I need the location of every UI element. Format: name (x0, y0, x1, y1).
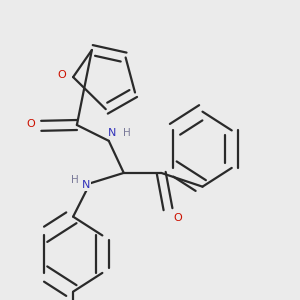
Text: N: N (108, 128, 117, 138)
Text: O: O (173, 212, 182, 223)
Text: O: O (58, 70, 66, 80)
Text: H: H (123, 128, 130, 137)
Text: N: N (82, 180, 90, 190)
Text: O: O (26, 119, 35, 129)
Text: H: H (71, 175, 79, 185)
